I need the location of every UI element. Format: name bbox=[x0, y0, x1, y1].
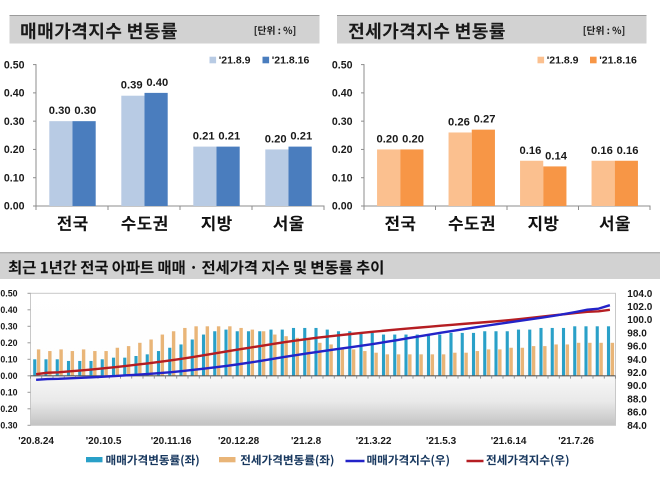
svg-text:-0.30: -0.30 bbox=[0, 421, 18, 431]
svg-text:0.16: 0.16 bbox=[591, 145, 613, 157]
svg-text:'21.8.16: '21.8.16 bbox=[599, 55, 637, 67]
svg-text:0.30: 0.30 bbox=[49, 105, 71, 117]
svg-text:'21.8.9: '21.8.9 bbox=[547, 55, 579, 67]
svg-text:0.00: 0.00 bbox=[0, 371, 17, 381]
svg-text:'21.8.9: '21.8.9 bbox=[219, 55, 251, 67]
svg-text:0.20: 0.20 bbox=[265, 133, 287, 145]
svg-text:0.27: 0.27 bbox=[474, 114, 496, 126]
svg-text:'21.3.22: '21.3.22 bbox=[356, 436, 392, 447]
svg-text:0.39: 0.39 bbox=[121, 80, 143, 92]
svg-text:0.10: 0.10 bbox=[0, 355, 17, 365]
svg-text:0.40: 0.40 bbox=[4, 88, 25, 100]
svg-text:0.10: 0.10 bbox=[4, 172, 25, 184]
svg-text:0.14: 0.14 bbox=[545, 150, 568, 162]
svg-text:96.0: 96.0 bbox=[627, 342, 647, 353]
svg-text:88.0: 88.0 bbox=[627, 394, 647, 405]
svg-text:0.16: 0.16 bbox=[520, 145, 542, 157]
svg-text:0.21: 0.21 bbox=[290, 131, 312, 143]
svg-text:'20.8.24: '20.8.24 bbox=[18, 436, 54, 447]
svg-text:0.40: 0.40 bbox=[332, 88, 353, 100]
svg-text:0.10: 0.10 bbox=[332, 172, 353, 184]
svg-text:0.50: 0.50 bbox=[332, 59, 353, 71]
svg-text:0.30: 0.30 bbox=[0, 322, 17, 332]
svg-text:0.30: 0.30 bbox=[74, 105, 96, 117]
svg-text:0.26: 0.26 bbox=[448, 116, 470, 128]
svg-text:'21.2.8: '21.2.8 bbox=[291, 436, 322, 447]
svg-text:104.0: 104.0 bbox=[627, 289, 652, 300]
svg-text:84.0: 84.0 bbox=[627, 421, 647, 432]
svg-text:0.20: 0.20 bbox=[377, 133, 399, 145]
svg-text:0.50: 0.50 bbox=[0, 289, 17, 299]
svg-text:90.0: 90.0 bbox=[627, 381, 647, 392]
svg-text:0.40: 0.40 bbox=[146, 77, 168, 89]
svg-text:94.0: 94.0 bbox=[627, 355, 647, 366]
svg-text:'20.10.5: '20.10.5 bbox=[86, 436, 122, 447]
svg-text:'20.12.28: '20.12.28 bbox=[218, 436, 260, 447]
svg-text:'20.11.16: '20.11.16 bbox=[151, 436, 192, 447]
svg-text:0.00: 0.00 bbox=[332, 201, 353, 213]
svg-text:0.40: 0.40 bbox=[0, 305, 17, 315]
svg-text:-0.10: -0.10 bbox=[0, 388, 18, 398]
svg-text:86.0: 86.0 bbox=[627, 408, 647, 419]
svg-text:0.20: 0.20 bbox=[4, 144, 25, 156]
svg-text:0.20: 0.20 bbox=[0, 338, 17, 348]
svg-text:0.30: 0.30 bbox=[332, 116, 353, 128]
svg-text:0.50: 0.50 bbox=[4, 59, 25, 71]
svg-text:0.20: 0.20 bbox=[402, 133, 424, 145]
svg-text:0.16: 0.16 bbox=[617, 145, 639, 157]
svg-text:98.0: 98.0 bbox=[627, 328, 647, 339]
svg-text:'21.6.14: '21.6.14 bbox=[491, 436, 527, 447]
svg-text:0.00: 0.00 bbox=[4, 201, 25, 213]
svg-text:0.30: 0.30 bbox=[4, 116, 25, 128]
svg-text:92.0: 92.0 bbox=[627, 368, 647, 379]
svg-text:-0.20: -0.20 bbox=[0, 404, 18, 414]
svg-text:100.0: 100.0 bbox=[627, 315, 652, 326]
svg-text:'21.7.26: '21.7.26 bbox=[558, 436, 594, 447]
svg-text:102.0: 102.0 bbox=[627, 302, 652, 313]
svg-text:0.20: 0.20 bbox=[332, 144, 353, 156]
svg-text:0.21: 0.21 bbox=[193, 131, 215, 143]
svg-text:'21.5.3: '21.5.3 bbox=[426, 436, 457, 447]
svg-text:'21.8.16: '21.8.16 bbox=[272, 55, 310, 67]
svg-text:0.21: 0.21 bbox=[218, 131, 240, 143]
